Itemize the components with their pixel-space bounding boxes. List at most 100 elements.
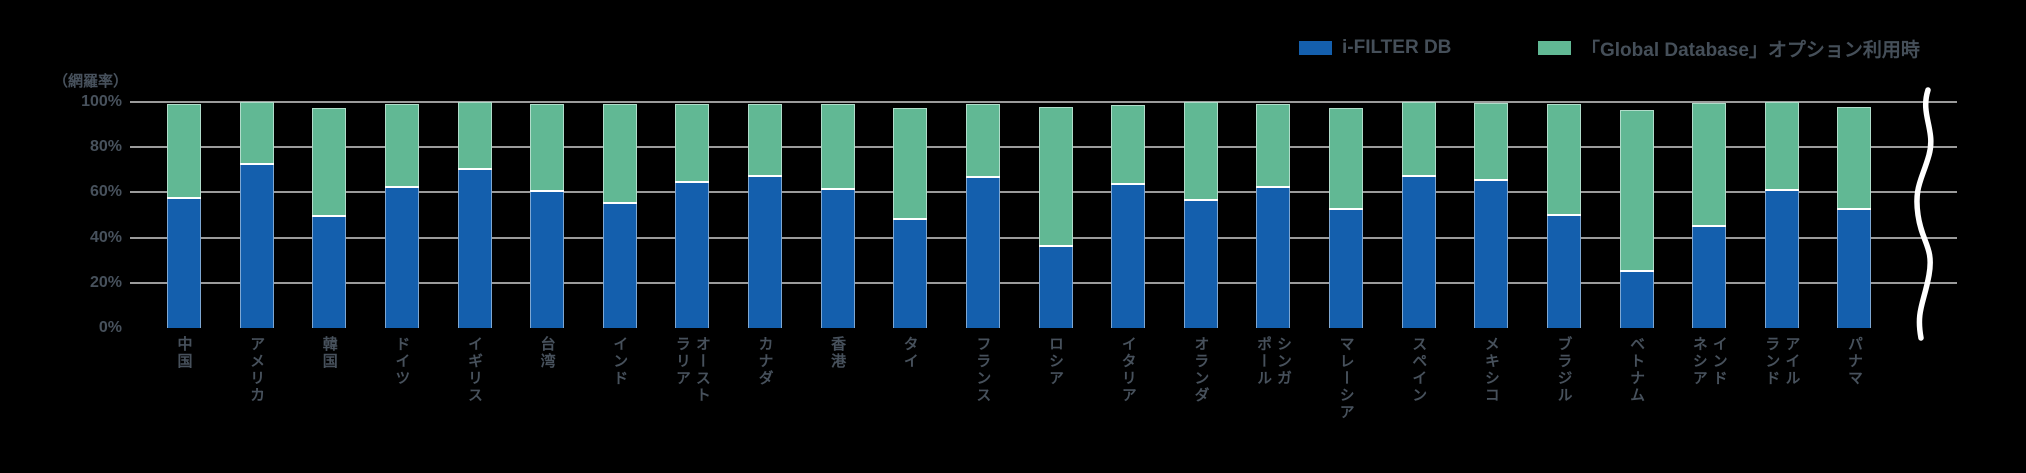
y-tick-label-20pct: 20%: [89, 273, 122, 291]
bar-スペイン: [1401, 102, 1436, 328]
x-label-ブラジル: ブラジル: [1555, 336, 1572, 404]
bar-segment-blue: [312, 217, 347, 328]
bar-segment-green: [1837, 106, 1872, 209]
x-label-ロシア: ロシア: [1047, 336, 1064, 387]
plot-area: [130, 101, 1957, 328]
bar-segment-green: [457, 102, 492, 168]
bar-segment-green: [893, 107, 928, 218]
x-label-column: フランス: [974, 336, 992, 404]
bar-シンガポール: [1256, 104, 1291, 328]
bar-segment-green: [384, 104, 419, 186]
bar-segment-blue: [1401, 176, 1436, 328]
legend-item-i-filter-db: i-FILTER DB: [1299, 36, 1451, 60]
legend-item-global-database: 「Global Database」オプション利用時: [1538, 36, 1920, 61]
bar-segment-blue: [893, 219, 928, 328]
bar-segment-divider: [1183, 199, 1218, 202]
bar-ロシア: [1038, 106, 1073, 328]
bar-segment-blue: [965, 177, 1000, 328]
bar-メキシコ: [1474, 103, 1509, 328]
bar-segment-divider: [239, 163, 274, 166]
bar-segment-green: [1474, 103, 1509, 180]
y-tick-label-0pct: 0%: [98, 319, 122, 336]
x-label-column: 台湾: [538, 336, 556, 370]
bar-ベトナム: [1619, 109, 1654, 328]
bar-タイ: [893, 107, 928, 328]
bar-アイルランド: [1764, 102, 1799, 328]
legend-label-i-filter-db: i-FILTER DB: [1342, 37, 1452, 58]
x-label-インド: インド: [611, 336, 628, 387]
x-label-column: パナマ: [1845, 336, 1863, 387]
x-label-column: タイ: [901, 336, 919, 370]
bar-segment-blue: [1329, 210, 1364, 328]
bar-segment-divider: [1619, 269, 1654, 272]
x-label-column: ベトナム: [1628, 336, 1646, 404]
x-label-台湾: 台湾: [539, 336, 556, 370]
bar-segment-divider: [1111, 182, 1146, 185]
bar-segment-blue: [1474, 181, 1509, 328]
bar-segment-blue: [820, 190, 855, 328]
x-label-中国: 中国: [176, 336, 193, 370]
x-label-香港: 香港: [829, 336, 846, 370]
x-label-アメリカ: アメリカ: [248, 336, 265, 404]
y-tick-label-100pct: 100%: [81, 93, 122, 110]
bar-中国: [167, 104, 201, 328]
x-label-column: ブラジル: [1555, 336, 1573, 404]
bar-segment-blue: [1256, 187, 1291, 328]
bar-segment-green: [1256, 104, 1291, 186]
x-label-column: ラリア: [673, 336, 691, 387]
x-label-アイルランド: アイル ランド: [1763, 336, 1800, 387]
x-label-オランダ: オランダ: [1192, 336, 1209, 404]
bar-segment-green: [530, 104, 565, 191]
x-label-column: アイル: [1783, 336, 1801, 387]
bar-segment-divider: [1329, 208, 1364, 211]
bar-segment-green: [965, 104, 1000, 176]
x-label-column: ロシア: [1047, 336, 1065, 387]
bar-segment-blue: [167, 199, 201, 328]
bar-segment-divider: [675, 181, 710, 184]
bar-台湾: [530, 104, 565, 328]
bar-segment-green: [1764, 102, 1799, 190]
bar-segment-divider: [602, 201, 637, 204]
x-label-ドイツ: ドイツ: [393, 336, 410, 387]
bar-segment-blue: [1111, 184, 1146, 328]
x-label-column: ポール: [1254, 336, 1272, 387]
x-label-ベトナム: ベトナム: [1628, 336, 1645, 404]
x-label-パナマ: パナマ: [1846, 336, 1863, 387]
bar-segment-divider: [1692, 225, 1727, 228]
bar-segment-divider: [748, 174, 783, 177]
bar-インドネシア: [1692, 103, 1727, 328]
x-label-column: ネシア: [1690, 336, 1708, 387]
bar-segment-green: [1329, 107, 1364, 209]
bar-segment-divider: [384, 185, 419, 188]
x-label-スペイン: スペイン: [1410, 336, 1427, 404]
x-label-column: イタリア: [1119, 336, 1137, 404]
bar-segment-blue: [675, 183, 710, 328]
x-label-column: インド: [611, 336, 629, 387]
bar-ブラジル: [1546, 104, 1581, 328]
x-label-column: スペイン: [1410, 336, 1428, 404]
x-label-column: 中国: [175, 336, 193, 370]
bar-パナマ: [1837, 106, 1872, 328]
bar-segment-blue: [1619, 271, 1654, 328]
x-label-韓国: 韓国: [321, 336, 338, 370]
legend-swatch-blue: [1299, 41, 1332, 55]
x-label-オーストラリア: オースト ラリア: [674, 336, 711, 404]
bar-segment-divider: [457, 167, 492, 170]
axis-break-path: [1914, 87, 1934, 341]
x-label-column: ドイツ: [393, 336, 411, 387]
y-tick-label-60pct: 60%: [89, 183, 122, 201]
x-label-マレーシア: マレーシア: [1338, 336, 1355, 421]
bar-segment-green: [1619, 109, 1654, 270]
bar-segment-blue: [384, 187, 419, 328]
bar-segment-divider: [1038, 244, 1073, 247]
bar-segment-green: [1401, 102, 1436, 175]
x-label-フランス: フランス: [974, 336, 991, 404]
bar-ドイツ: [384, 104, 419, 328]
x-label-column: メキシコ: [1482, 336, 1500, 404]
bar-segment-blue: [602, 203, 637, 328]
y-axis-title: （網羅率）: [52, 73, 128, 90]
bar-segment-green: [675, 104, 710, 182]
bar-インド: [602, 104, 637, 328]
bar-フランス: [965, 104, 1000, 328]
gridline-100: [130, 101, 1957, 104]
